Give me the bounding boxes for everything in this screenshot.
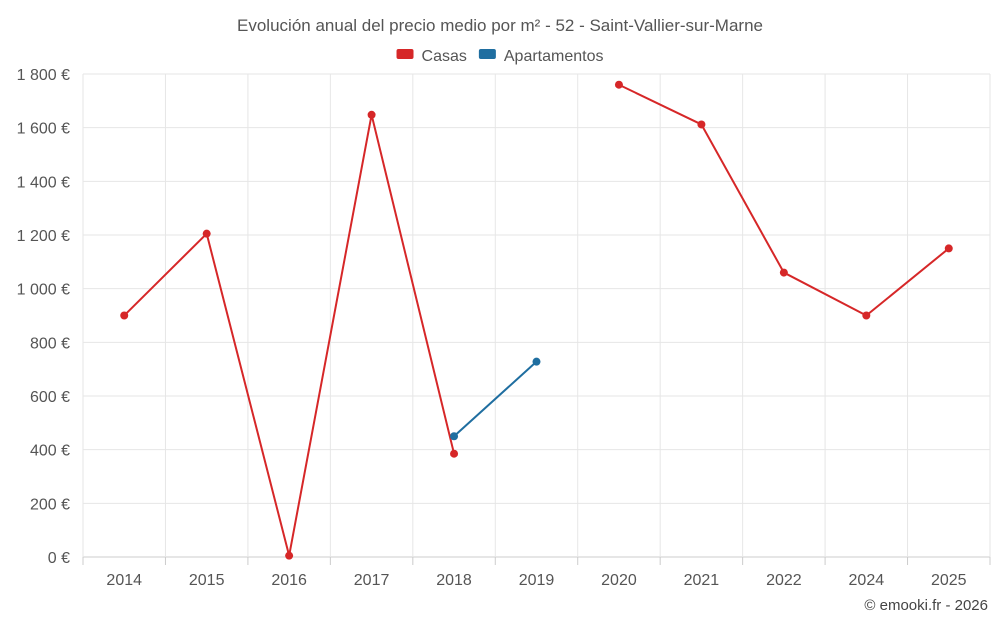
- data-point[interactable]: [532, 357, 541, 366]
- x-tick-label: 2022: [766, 572, 802, 589]
- y-tick-label: 1 800 €: [17, 67, 70, 84]
- legend-label[interactable]: Casas: [422, 48, 467, 65]
- data-point[interactable]: [944, 244, 953, 253]
- series-line: [618, 83, 950, 317]
- y-tick-label: 1 600 €: [17, 121, 70, 138]
- legend-swatch[interactable]: [396, 49, 414, 59]
- x-tick-label: 2018: [436, 572, 472, 589]
- data-point[interactable]: [285, 551, 294, 560]
- data-point[interactable]: [450, 449, 459, 458]
- data-point[interactable]: [120, 311, 129, 320]
- data-point[interactable]: [367, 110, 376, 119]
- y-tick-label: 0 €: [48, 550, 70, 567]
- x-tick-label: 2021: [684, 572, 720, 589]
- data-point[interactable]: [697, 120, 706, 129]
- x-tick-label: 2024: [849, 572, 885, 589]
- data-point[interactable]: [202, 229, 211, 238]
- x-tick-label: 2014: [106, 572, 142, 589]
- x-tick-label: 2016: [271, 572, 307, 589]
- y-tick-label: 800 €: [30, 335, 70, 352]
- y-tick-label: 200 €: [30, 496, 70, 513]
- data-point[interactable]: [779, 268, 788, 277]
- data-point[interactable]: [614, 80, 623, 89]
- data-point[interactable]: [862, 311, 871, 320]
- chart-title: Evolución anual del precio medio por m² …: [237, 16, 763, 35]
- data-point[interactable]: [450, 432, 459, 441]
- legend-label[interactable]: Apartamentos: [504, 48, 604, 65]
- series-layer: [120, 80, 953, 560]
- x-tick-label: 2015: [189, 572, 225, 589]
- x-tick-label: 2019: [519, 572, 555, 589]
- x-tick-label: 2025: [931, 572, 967, 589]
- legend-swatch[interactable]: [478, 49, 496, 59]
- series-line: [453, 360, 538, 437]
- y-tick-label: 1 200 €: [17, 228, 70, 245]
- x-axis: 2014 2015 2016 2017 2018 2019 2020 2021 2022 2024…: [82, 557, 991, 589]
- credit-text: © emooki.fr - 2026: [864, 597, 988, 614]
- y-tick-label: 400 €: [30, 443, 70, 460]
- y-tick-label: 1 400 €: [17, 174, 70, 191]
- x-tick-label: 2020: [601, 572, 637, 589]
- legend: Casas Apartamentos: [396, 48, 604, 65]
- y-tick-label: 1 000 €: [17, 282, 70, 299]
- x-tick-label: 2017: [354, 572, 390, 589]
- y-axis: 0 € 200 € 400 € 600 € 800 € 1 000 € 1 200 € 1 4…: [17, 67, 70, 567]
- y-tick-label: 600 €: [30, 389, 70, 406]
- grid: [82, 73, 991, 558]
